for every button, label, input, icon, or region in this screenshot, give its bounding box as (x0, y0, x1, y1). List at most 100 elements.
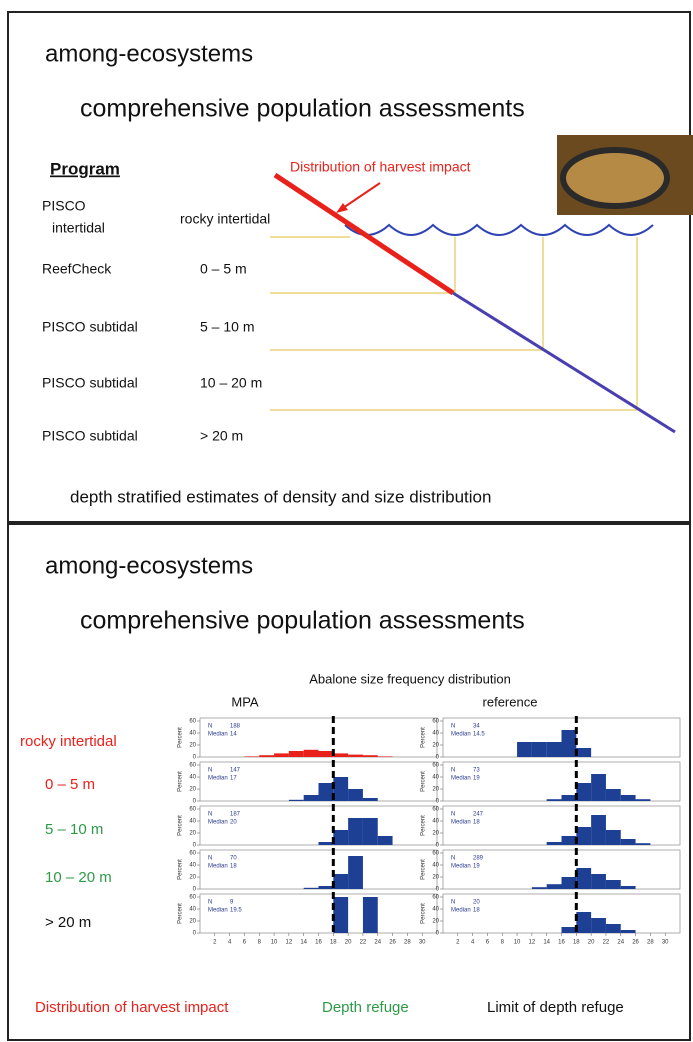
y-axis-label: Percent (421, 771, 427, 792)
bar (576, 868, 592, 889)
x-tick-label: 10 (514, 940, 521, 946)
stat-value: 289 (473, 856, 484, 862)
water-surface (344, 223, 654, 236)
y-axis-label: Percent (178, 771, 184, 792)
bar (561, 730, 577, 757)
bar (605, 830, 621, 845)
bar (620, 886, 636, 889)
impact-label: Distribution of harvest impact (290, 159, 471, 175)
bar (362, 755, 378, 757)
row-label: 5 – 10 m (45, 821, 103, 838)
panel-frame (442, 761, 681, 802)
y-tick-label: 60 (189, 763, 196, 769)
bar (591, 918, 606, 933)
x-tick-label: 24 (374, 940, 381, 946)
impact-arrow (339, 182, 381, 211)
x-tick-label: 16 (315, 940, 322, 946)
x-tick-label: 20 (588, 940, 595, 946)
stat-value: 19 (473, 864, 480, 870)
stat-label: N (451, 768, 455, 774)
panel-frame (442, 893, 681, 934)
y-tick-label: 60 (189, 895, 196, 901)
x-tick-label: 14 (543, 940, 550, 946)
bar (348, 789, 363, 801)
x-tick-label: 14 (300, 940, 307, 946)
y-tick-label: 20 (189, 875, 196, 881)
stat-value: 18 (473, 820, 480, 826)
x-tick-label: 18 (330, 940, 337, 946)
bar (620, 930, 636, 933)
row-label: 0 – 5 m (45, 776, 95, 793)
y-tick-label: 40 (432, 731, 439, 737)
y-tick-label: 0 (193, 887, 197, 893)
bar (591, 874, 606, 889)
y-tick-label: 0 (436, 799, 440, 805)
y-tick-label: 0 (193, 799, 197, 805)
row-label: rocky intertidal (20, 733, 117, 750)
y-axis-label: Percent (421, 727, 427, 748)
bar (576, 827, 592, 845)
program-heading: Program (50, 159, 120, 178)
stat-value: 34 (473, 724, 480, 730)
y-tick-label: 40 (432, 907, 439, 913)
x-tick-label: 4 (228, 940, 232, 946)
depth-label: 10 – 20 m (200, 375, 262, 391)
y-tick-label: 0 (193, 755, 197, 761)
bar (591, 774, 606, 801)
bar (318, 842, 334, 845)
y-tick-label: 40 (432, 775, 439, 781)
y-tick-label: 20 (432, 875, 439, 881)
x-tick-label: 28 (647, 940, 654, 946)
harvest-line (273, 172, 455, 296)
program-name: PISCO subtidal (42, 375, 138, 391)
bar (244, 756, 260, 757)
y-axis-label: Percent (178, 859, 184, 880)
bar (318, 886, 334, 889)
y-tick-label: 40 (189, 731, 196, 737)
bar (561, 836, 577, 845)
stat-label: N (451, 724, 455, 730)
bar (348, 754, 363, 757)
x-tick-label: 2 (456, 940, 460, 946)
x-tick-label: 12 (286, 940, 293, 946)
y-tick-label: 60 (432, 719, 439, 725)
depth-guides (270, 236, 638, 411)
bar (561, 927, 577, 933)
stat-value: 18 (230, 864, 237, 870)
column-label: reference (483, 694, 538, 709)
x-tick-label: 4 (471, 940, 475, 946)
x-tick-label: 22 (603, 940, 610, 946)
y-tick-label: 40 (189, 907, 196, 913)
stat-label: N (451, 812, 455, 818)
stat-label: Median (451, 776, 471, 782)
bar (303, 749, 319, 757)
column-label: MPA (231, 694, 259, 709)
refuge-line (452, 291, 676, 434)
bar (333, 753, 349, 757)
bar (635, 799, 651, 801)
legend-item: Distribution of harvest impact (35, 999, 229, 1016)
bar (605, 924, 621, 933)
y-tick-label: 60 (189, 719, 196, 725)
stat-value: 14.5 (473, 732, 485, 738)
y-tick-label: 0 (436, 887, 440, 893)
photo-shell (560, 147, 670, 209)
bar (362, 798, 378, 801)
y-tick-label: 20 (189, 787, 196, 793)
slide-footer: depth stratified estimates of density an… (70, 487, 491, 506)
depth-label: rocky intertidal (180, 211, 270, 227)
y-tick-label: 60 (432, 851, 439, 857)
bar (620, 839, 636, 845)
x-tick-label: 26 (632, 940, 639, 946)
y-tick-label: 0 (193, 931, 197, 937)
x-tick-label: 30 (662, 940, 669, 946)
y-tick-label: 0 (193, 843, 197, 849)
program-name: intertidal (52, 220, 105, 236)
y-axis-label: Percent (421, 815, 427, 836)
bar (517, 742, 532, 757)
y-tick-label: 40 (189, 863, 196, 869)
stat-label: N (208, 900, 212, 906)
bar (635, 843, 651, 845)
chart-title: Abalone size frequency distribution (309, 671, 511, 686)
bar (274, 753, 289, 757)
